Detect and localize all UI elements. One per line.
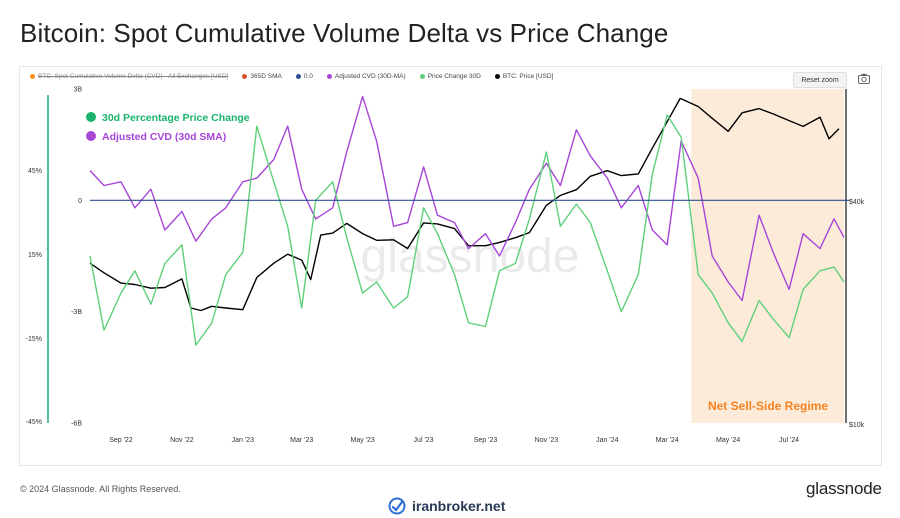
x-tick-label: Mar '23 [290, 437, 313, 444]
y-tick-cvd: -3B [71, 309, 82, 316]
brand-logo: glassnode [806, 479, 882, 498]
legend-label: Price Change 30D [427, 73, 481, 80]
watermark-text: glassnode [361, 230, 580, 283]
x-tick-label: Jul '24 [779, 437, 799, 444]
x-tick-label: Nov '22 [170, 437, 194, 444]
y-tick-pct: -15% [26, 336, 42, 343]
legend-dot-icon [326, 74, 332, 79]
page-title: Bitcoin: Spot Cumulative Volume Delta vs… [20, 18, 669, 48]
legend-item[interactable]: 0.0 [295, 73, 313, 80]
chart-panel: BTC: Spot Cumulative Volume Delta (CVD) … [19, 66, 882, 466]
legend-dot-icon [295, 74, 301, 79]
broker-watermark: iranbroker.net [388, 497, 505, 515]
y-tick-price: $40k [849, 199, 865, 206]
camera-icon[interactable] [858, 73, 870, 84]
legend-item[interactable]: 365D SMA [242, 73, 282, 80]
broker-text: iranbroker.net [412, 498, 506, 514]
sell-side-regime-band [691, 89, 844, 423]
legend-item[interactable]: BTC: Spot Cumulative Volume Delta (CVD) … [30, 73, 228, 80]
series-line-0 [89, 97, 840, 312]
x-tick-label: Jan '24 [596, 437, 618, 444]
legend-item[interactable]: Adjusted CVD (30D-MA) [326, 73, 406, 80]
legend-item[interactable]: BTC: Price [USD] [494, 73, 554, 80]
overlay-legend-price-change: 30d Percentage Price Change [102, 112, 250, 124]
y-tick-pct: 15% [28, 252, 42, 259]
legend-label: Adjusted CVD (30D-MA) [334, 73, 406, 80]
y-tick-pct: -45% [26, 419, 42, 426]
x-tick-label: Jul '23 [414, 437, 434, 444]
series-line-2 [89, 114, 845, 346]
y-tick-cvd: 0 [78, 198, 82, 205]
y-tick-price: $10k [849, 422, 865, 429]
series-line-1 [89, 95, 845, 302]
chart-canvas: glassnode 45% 15% -15% -45% 3B 0 -3B -6B $40k $10k… [26, 87, 865, 445]
y-tick-pct: 45% [28, 168, 42, 175]
copyright-text: © 2024 Glassnode. All Rights Reserved. [20, 484, 181, 494]
x-tick-label: May '24 [716, 437, 740, 444]
reset-zoom-button[interactable]: Reset zoom [793, 72, 847, 88]
x-tick-label: Sep '23 [474, 437, 498, 444]
x-tick-label: Mar '24 [656, 437, 679, 444]
legend-label: BTC: Price [USD] [502, 73, 554, 80]
cvd-dot-icon [86, 131, 96, 141]
x-tick-label: May '23 [350, 437, 374, 444]
overlay-legend-cvd: Adjusted CVD (30d SMA) [102, 131, 226, 143]
x-tick-label: Jan '23 [232, 437, 254, 444]
legend-item[interactable]: Price Change 30D [419, 73, 481, 80]
legend-label: 0.0 [303, 73, 313, 80]
y-tick-cvd: 3B [73, 87, 82, 94]
legend-dot-icon [494, 74, 500, 79]
regime-label: Net Sell-Side Regime [708, 399, 828, 413]
legend-dot-icon [242, 74, 248, 79]
legend-label: 365D SMA [250, 73, 282, 80]
y-tick-cvd: -6B [71, 421, 82, 428]
x-tick-label: Sep '22 [109, 437, 133, 444]
x-tick-label: Nov '23 [535, 437, 559, 444]
price-change-dot-icon [86, 112, 96, 122]
chart-legend: BTC: Spot Cumulative Volume Delta (CVD) … [30, 73, 553, 80]
legend-dot-icon [419, 74, 425, 79]
broker-logo-icon [388, 497, 406, 515]
legend-label: BTC: Spot Cumulative Volume Delta (CVD) … [38, 73, 229, 80]
legend-dot-icon [30, 74, 35, 79]
